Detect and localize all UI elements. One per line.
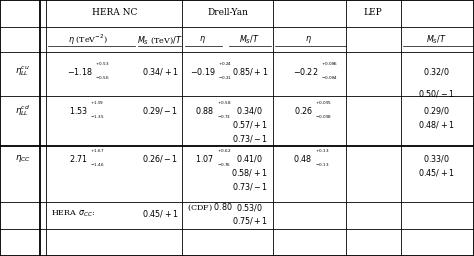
Text: $^{+0.13}$: $^{+0.13}$ xyxy=(315,149,329,154)
Text: $^{+0.53}$: $^{+0.53}$ xyxy=(95,62,109,67)
Text: $^{+0.095}$: $^{+0.095}$ xyxy=(315,100,332,105)
Text: $0.32/0$: $0.32/0$ xyxy=(422,66,450,77)
Text: $-1.18$: $-1.18$ xyxy=(66,66,92,77)
Text: $0.41/0$: $0.41/0$ xyxy=(236,153,264,164)
Text: $0.29/-1$: $0.29/-1$ xyxy=(142,105,178,115)
Text: $_{-0.084}$: $_{-0.084}$ xyxy=(321,75,338,82)
Text: $0.50/-1$: $0.50/-1$ xyxy=(418,88,455,99)
Text: $1.07$: $1.07$ xyxy=(195,153,214,164)
Text: $^{+0.62}$: $^{+0.62}$ xyxy=(217,149,231,154)
Text: $_{-0.098}$: $_{-0.098}$ xyxy=(315,114,332,121)
Text: $M_S/T$: $M_S/T$ xyxy=(426,34,447,46)
Text: $_{-0.73}$: $_{-0.73}$ xyxy=(217,114,231,121)
Text: $0.57/+1$: $0.57/+1$ xyxy=(232,119,268,130)
Text: $\eta$: $\eta$ xyxy=(200,34,206,45)
Text: $0.58/+1$: $0.58/+1$ xyxy=(231,167,268,178)
Text: $0.34/0$: $0.34/0$ xyxy=(236,105,264,115)
Text: HERA NC: HERA NC xyxy=(92,8,137,17)
Text: $M_S/T$: $M_S/T$ xyxy=(239,34,260,46)
Text: $0.26/-1$: $0.26/-1$ xyxy=(142,153,178,164)
Text: $^{+1.59}$: $^{+1.59}$ xyxy=(90,100,104,105)
Text: $0.85/+1$: $0.85/+1$ xyxy=(232,66,268,77)
Text: $-0.19$: $-0.19$ xyxy=(190,66,216,77)
Text: $^{+0.24}$: $^{+0.24}$ xyxy=(218,62,232,67)
Text: $_{-1.46}$: $_{-1.46}$ xyxy=(90,162,104,169)
Text: $_{-0.76}$: $_{-0.76}$ xyxy=(217,162,231,169)
Text: $0.48$: $0.48$ xyxy=(292,153,312,164)
Text: Drell-Yan: Drell-Yan xyxy=(207,8,248,17)
Text: $^{+0.086}$: $^{+0.086}$ xyxy=(321,62,338,67)
Text: $0.73/-1$: $0.73/-1$ xyxy=(232,182,268,192)
Text: $M_S$ (TeV)$/T$: $M_S$ (TeV)$/T$ xyxy=(137,34,183,46)
Text: $\eta_{LL}^{cd}$: $\eta_{LL}^{cd}$ xyxy=(15,103,30,118)
Text: $_{-0.56}$: $_{-0.56}$ xyxy=(95,75,109,82)
Text: $2.71$: $2.71$ xyxy=(69,153,88,164)
Text: $\eta$ (TeV$^{-2}$): $\eta$ (TeV$^{-2}$) xyxy=(68,33,108,47)
Text: HERA $\sigma_{CC}$:: HERA $\sigma_{CC}$: xyxy=(51,208,95,219)
Text: $0.45/+1$: $0.45/+1$ xyxy=(142,208,179,219)
Text: $0.53/0$: $0.53/0$ xyxy=(236,202,264,213)
Text: $0.88$: $0.88$ xyxy=(195,105,214,115)
Text: $0.75/+1$: $0.75/+1$ xyxy=(232,215,268,226)
Text: $0.29/0$: $0.29/0$ xyxy=(423,105,449,115)
Text: $0.34/+1$: $0.34/+1$ xyxy=(142,66,179,77)
Text: $^{+0.58}$: $^{+0.58}$ xyxy=(217,100,231,105)
Text: $0.48/+1$: $0.48/+1$ xyxy=(418,119,455,130)
Text: $0.45/+1$: $0.45/+1$ xyxy=(418,167,455,178)
Text: $^{+1.67}$: $^{+1.67}$ xyxy=(90,149,104,154)
Text: $0.33/0$: $0.33/0$ xyxy=(422,153,450,164)
Text: $_{-0.13}$: $_{-0.13}$ xyxy=(315,162,329,169)
Text: $_{-1.35}$: $_{-1.35}$ xyxy=(90,114,104,121)
Text: $_{-0.21}$: $_{-0.21}$ xyxy=(218,75,232,82)
Text: $\eta_{LL}^{cu}$: $\eta_{LL}^{cu}$ xyxy=(15,65,30,78)
Text: $1.53$: $1.53$ xyxy=(69,105,88,115)
Text: $-0.22$: $-0.22$ xyxy=(293,66,319,77)
Text: $\eta_{CC}$: $\eta_{CC}$ xyxy=(15,153,31,164)
Text: $0.26$: $0.26$ xyxy=(294,105,313,115)
Text: (CDF) $0.80$: (CDF) $0.80$ xyxy=(187,202,233,213)
Text: $\eta$: $\eta$ xyxy=(305,34,311,45)
Text: $0.73/-1$: $0.73/-1$ xyxy=(232,133,268,144)
Text: LEP: LEP xyxy=(364,8,383,17)
